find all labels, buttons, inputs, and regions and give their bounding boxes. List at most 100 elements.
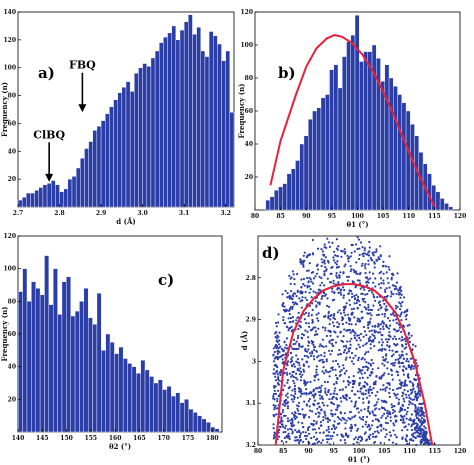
scatter-point: [339, 291, 342, 294]
scatter-point: [330, 412, 333, 415]
scatter-point: [357, 295, 360, 299]
scatter-point: [390, 362, 393, 365]
scatter-point: [377, 313, 381, 316]
scatter-point: [361, 438, 364, 441]
scatter-point: [392, 353, 395, 356]
bar-a: [217, 43, 222, 208]
bar-c: [144, 369, 150, 433]
scatter-point: [377, 398, 380, 401]
scatter-point: [311, 238, 314, 242]
scatter-point: [273, 350, 276, 354]
scatter-point: [302, 265, 305, 268]
scatter-point: [275, 339, 278, 342]
scatter-point: [324, 414, 327, 417]
scatter-point: [323, 315, 326, 318]
scatter-point: [336, 260, 339, 263]
scatter-point: [317, 354, 320, 357]
scatter-point: [315, 420, 318, 423]
scatter-point: [281, 293, 284, 296]
scatter-point: [333, 383, 336, 386]
scatter-point: [367, 401, 370, 404]
x-tick-label: 165: [133, 435, 146, 442]
scatter-point: [361, 376, 364, 379]
scatter-point: [369, 256, 372, 260]
scatter-point: [337, 291, 340, 294]
scatter-point: [385, 287, 388, 290]
bar-b: [448, 206, 454, 211]
scatter-point: [362, 385, 365, 388]
scatter-point: [403, 347, 406, 350]
scatter-point: [329, 370, 332, 373]
scatter-point: [277, 335, 280, 338]
scatter-point: [367, 389, 370, 393]
scatter-point: [336, 321, 339, 324]
scatter-point: [273, 386, 276, 389]
scatter-point: [363, 408, 366, 411]
scatter-point: [331, 368, 334, 371]
scatter-point: [335, 408, 339, 411]
scatter-point: [290, 290, 293, 293]
scatter-point: [281, 403, 284, 406]
scatter-point: [385, 353, 388, 356]
scatter-point: [363, 353, 367, 356]
scatter-point: [342, 367, 345, 370]
scatter-point: [403, 415, 406, 418]
bar-b: [342, 56, 347, 211]
scatter-point: [400, 293, 403, 296]
scatter-point: [359, 282, 362, 285]
scatter-point: [317, 378, 320, 381]
scatter-point: [293, 382, 296, 385]
scatter-point: [338, 365, 341, 368]
scatter-point: [328, 245, 331, 248]
scatter-point: [314, 300, 317, 303]
scatter-point: [302, 426, 305, 429]
scatter-point: [344, 344, 347, 347]
scatter-point: [309, 288, 312, 291]
scatter-point: [310, 340, 313, 343]
scatter-point: [369, 374, 372, 377]
scatter-point: [336, 276, 339, 279]
scatter-point: [311, 443, 314, 446]
scatter-point: [411, 391, 414, 394]
scatter-point: [393, 405, 396, 408]
scatter-point: [369, 335, 372, 338]
x-tick-label: 115: [428, 448, 441, 455]
scatter-point: [380, 333, 383, 336]
scatter-point: [326, 420, 330, 423]
scatter-point: [273, 357, 276, 360]
scatter-point: [406, 428, 409, 431]
scatter-point: [380, 338, 383, 341]
scatter-point: [320, 281, 323, 284]
scatter-point: [404, 379, 407, 382]
scatter-point: [311, 410, 314, 413]
x-tick-label: 95: [330, 448, 338, 455]
scatter-point: [323, 380, 326, 384]
scatter-point: [367, 405, 370, 408]
scatter-point: [292, 400, 295, 403]
scatter-point: [364, 423, 367, 426]
y-tick-label: 140: [3, 9, 16, 16]
scatter-point: [418, 425, 421, 428]
scatter-point: [418, 392, 421, 395]
scatter-point: [369, 385, 372, 388]
scatter-point: [356, 247, 359, 251]
scatter-point: [400, 311, 403, 314]
bar-c: [201, 418, 207, 433]
scatter-point: [321, 326, 324, 329]
scatter-point: [366, 376, 369, 379]
scatter-point: [280, 418, 283, 421]
scatter-point: [278, 331, 281, 334]
scatter-point: [350, 308, 353, 311]
scatter-point: [305, 388, 308, 391]
scatter-point: [414, 390, 417, 393]
scatter-point: [306, 276, 309, 280]
scatter-point: [331, 413, 334, 416]
scatter-point: [272, 354, 275, 357]
scatter-point: [355, 243, 358, 246]
scatter-point: [384, 357, 387, 360]
scatter-point: [307, 428, 310, 432]
scatter-point: [378, 304, 382, 307]
scatter-point: [275, 407, 279, 410]
scatter-point: [381, 341, 384, 344]
bar-b: [295, 160, 300, 211]
